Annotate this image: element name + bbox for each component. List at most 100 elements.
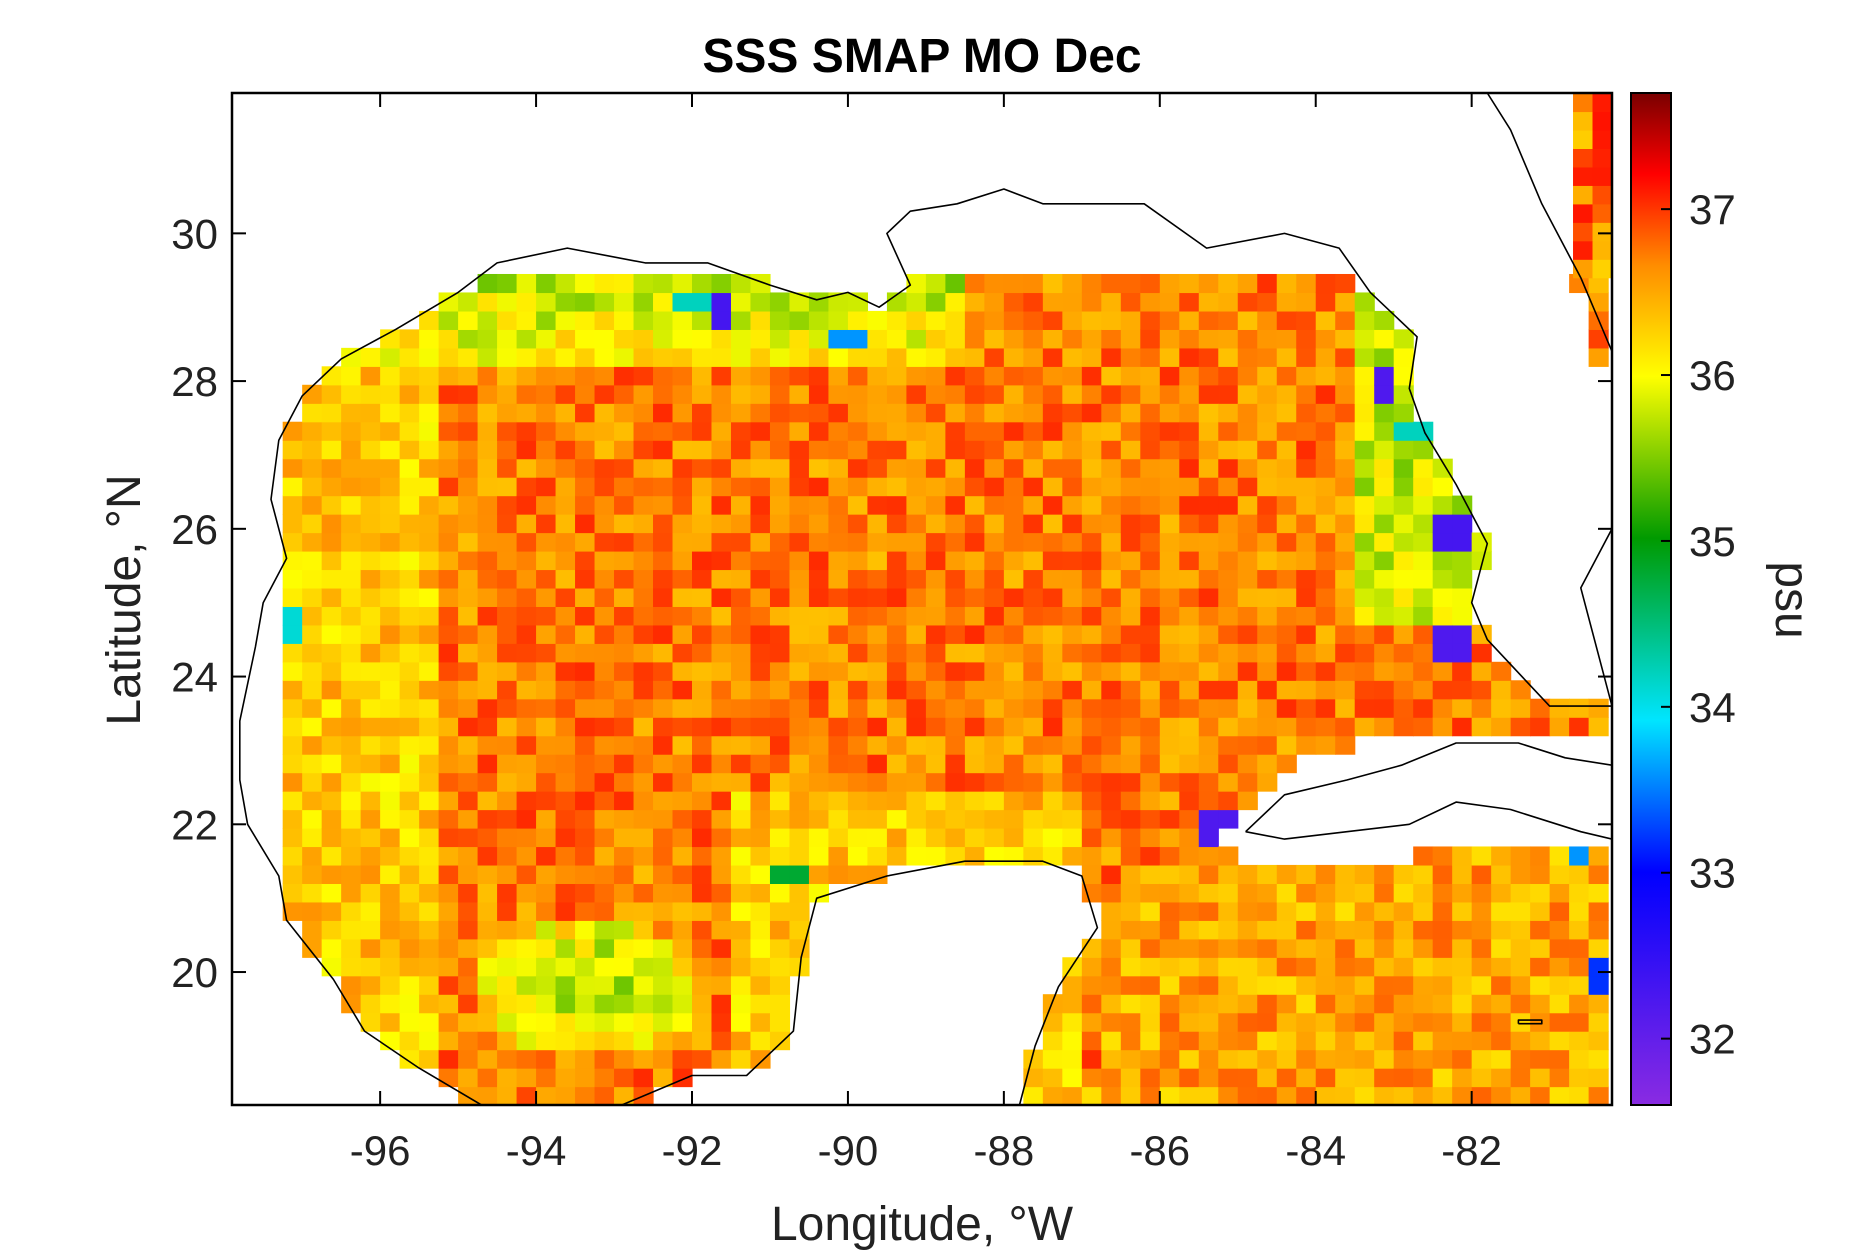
heatmap-cell [984,791,1005,811]
heatmap-cell [1179,754,1200,774]
heatmap-cell [1062,735,1083,755]
heatmap-cell [458,975,479,995]
heatmap-cell [614,901,635,921]
heatmap-cell [614,957,635,977]
heatmap-cell [1257,569,1278,589]
heatmap-cell [1374,883,1395,903]
heatmap-cell [497,772,518,792]
heatmap-cell [380,587,401,607]
heatmap-cell [1101,347,1122,367]
heatmap-cell [477,273,498,294]
heatmap-cell [302,514,323,534]
heatmap-cell [1452,920,1473,940]
heatmap-cell [1081,735,1102,755]
heatmap-cell [1218,292,1239,312]
heatmap-cell [1335,624,1356,644]
heatmap-cell [1296,957,1317,977]
heatmap-cell [477,1031,498,1051]
x-tick-label: -82 [1441,1127,1502,1174]
heatmap-cell [1549,957,1570,977]
heatmap-cell [555,846,576,866]
heatmap-cell [321,384,342,404]
heatmap-cell [1549,883,1570,903]
heatmap-cell [750,864,771,884]
heatmap-cell [769,643,791,663]
heatmap-cell [867,864,888,884]
heatmap-cell [1354,1049,1375,1069]
heatmap-cell [828,735,849,755]
heatmap-cell [1062,791,1083,811]
heatmap-cell [341,827,362,848]
heatmap-cell [633,661,654,681]
heatmap-cell [633,901,654,921]
heatmap-cell [1510,920,1531,940]
heatmap-cell [341,440,362,460]
heatmap-cell [516,975,537,995]
heatmap-cell [399,1031,420,1051]
heatmap-cell [1120,735,1141,755]
heatmap-cell [984,846,1005,866]
heatmap-cell [711,1031,732,1051]
y-tick-label: 20 [171,949,218,996]
heatmap-cell [653,1068,674,1088]
heatmap-cell [1257,1049,1278,1069]
heatmap-cell [984,329,1005,349]
heatmap-cell [847,754,869,774]
heatmap-cell [1315,1068,1336,1088]
heatmap-cell [1296,421,1317,441]
heatmap-cell [945,403,966,423]
heatmap-cell [847,624,869,644]
heatmap-cell [1354,292,1375,312]
heatmap-cell [1315,735,1336,755]
heatmap-cell [750,661,771,681]
heatmap-cell [1569,994,1590,1014]
heatmap-cell [789,698,810,718]
heatmap-cell [1452,957,1473,977]
heatmap-cell [1218,347,1239,367]
heatmap-cell [1335,1068,1356,1088]
heatmap-cell [945,791,966,811]
heatmap-cell [1159,680,1180,700]
heatmap-cell [1510,883,1531,903]
heatmap-cell [282,569,303,589]
heatmap-cell [1081,421,1102,441]
heatmap-cell [1530,975,1551,995]
heatmap-cell [438,735,459,755]
heatmap-cell [789,458,810,478]
heatmap-cell [925,624,946,644]
heatmap-cell [1296,643,1317,663]
heatmap-cell [1101,477,1122,497]
heatmap-cell [1296,1049,1317,1069]
heatmap-cell [886,550,908,571]
heatmap-cell [808,846,830,866]
heatmap-cell [1530,1012,1551,1032]
heatmap-cell [555,1068,576,1088]
heatmap-cell [906,827,927,848]
heatmap-cell [594,883,615,903]
heatmap-cell [1120,532,1141,552]
heatmap-cell [516,754,537,774]
heatmap-cell [1159,754,1180,774]
heatmap-cell [769,994,791,1014]
heatmap-cell [1042,292,1063,312]
heatmap-cell [1592,203,1612,223]
heatmap-cell [1042,680,1063,700]
heatmap-cell [1491,938,1512,958]
heatmap-cell [1218,994,1239,1014]
heatmap-cell [555,698,576,718]
heatmap-cell [789,495,810,515]
heatmap-cell [1120,994,1141,1014]
heatmap-cell [711,883,732,903]
heatmap-cell [1140,1012,1161,1032]
heatmap-cell [1432,458,1453,478]
heatmap-cell [302,624,323,644]
heatmap-cell [1393,901,1414,921]
heatmap-cell [438,643,459,663]
heatmap-cell [1354,384,1375,404]
heatmap-cell [1062,384,1083,404]
heatmap-cell [1354,624,1375,644]
heatmap-cell [516,1049,537,1069]
heatmap-cell [497,1012,518,1032]
heatmap-cell [925,809,946,829]
